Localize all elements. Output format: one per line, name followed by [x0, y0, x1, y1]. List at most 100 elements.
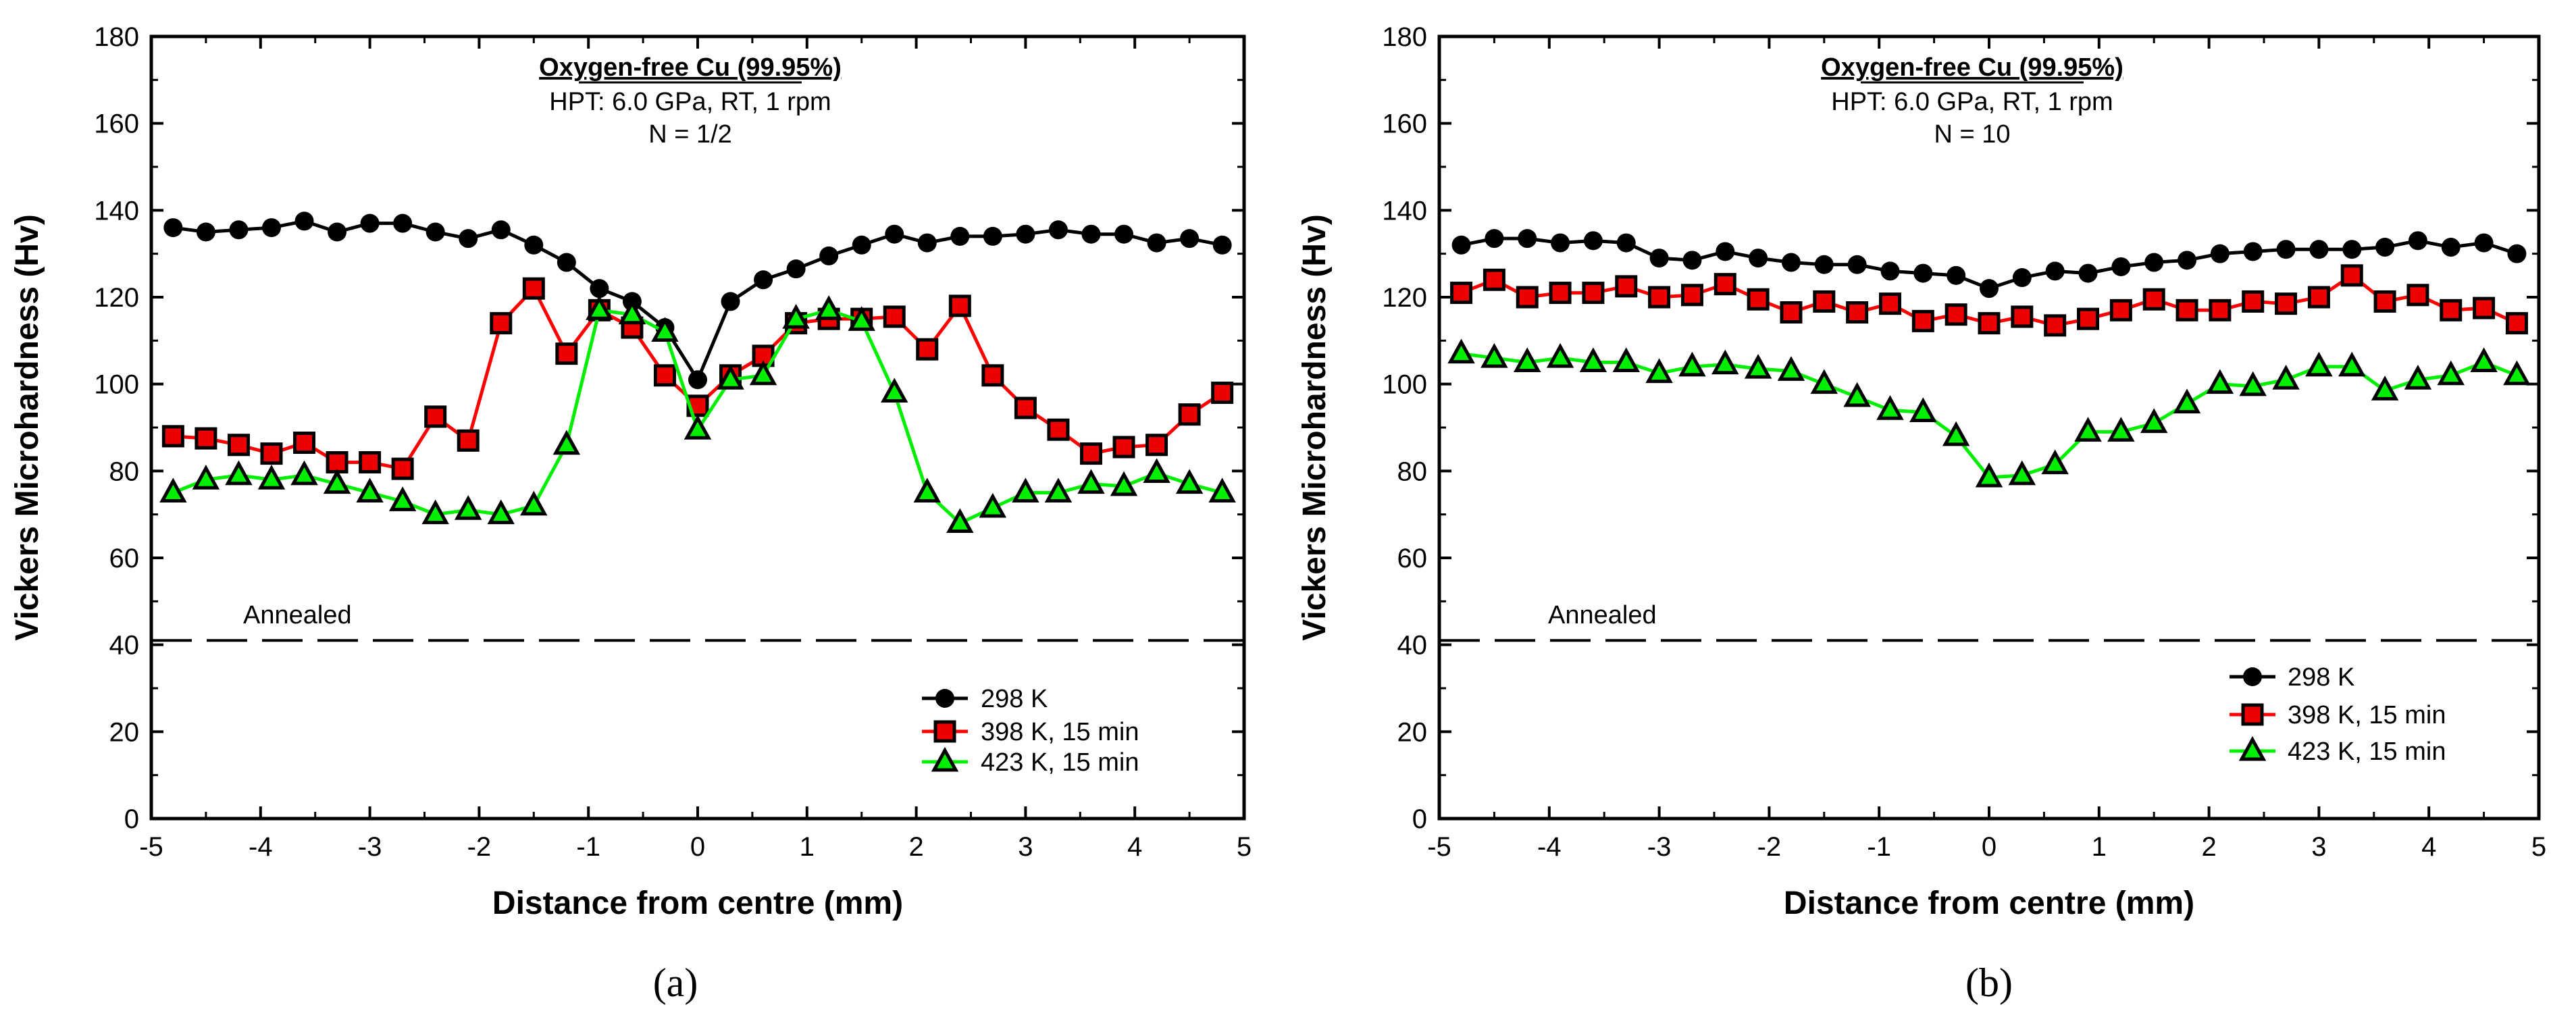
data-point: [782, 303, 810, 329]
data-point: [2406, 284, 2429, 307]
data-point: [684, 415, 712, 440]
data-point: [227, 434, 250, 457]
data-point: [261, 218, 281, 238]
data-point: [491, 220, 511, 240]
data-point: [1615, 275, 1638, 298]
data-point: [2242, 290, 2265, 313]
data-point: [1016, 224, 1035, 244]
data-point: [2473, 296, 2496, 319]
data-point: [1114, 224, 1134, 244]
y-tick-label: 80: [109, 457, 140, 486]
y-tick-label: 160: [1382, 109, 1427, 139]
x-tick-label: -1: [1867, 832, 1891, 862]
data-point: [2008, 460, 2036, 486]
data-point: [1211, 382, 1234, 405]
data-point: [388, 486, 417, 511]
legend-marker: [2243, 667, 2262, 686]
data-point: [1143, 458, 1170, 484]
data-point: [524, 235, 544, 255]
y-tick-label: 60: [1397, 544, 1428, 573]
data-point: [1480, 342, 1508, 368]
data-point: [163, 218, 183, 238]
data-point: [1749, 249, 1768, 268]
data-point: [2140, 408, 2168, 434]
panel-label: (a): [653, 960, 698, 1005]
data-point: [359, 450, 382, 473]
data-point: [421, 499, 449, 525]
data-point: [1518, 229, 1537, 249]
x-tick-label: 2: [908, 832, 923, 862]
data-point: [2408, 231, 2427, 251]
data-point: [1451, 235, 1471, 255]
data-point: [2041, 449, 2069, 475]
data-point: [1175, 469, 1204, 494]
data-point: [1880, 261, 1900, 281]
data-point: [916, 338, 939, 361]
data-point: [225, 460, 253, 486]
data-point: [1145, 434, 1168, 457]
data-point: [1549, 282, 1572, 305]
data-point: [2440, 299, 2463, 321]
data-point: [717, 365, 744, 390]
data-point: [1048, 220, 1068, 240]
data-point: [192, 465, 220, 490]
y-tick-label: 180: [94, 22, 139, 52]
x-tick-label: -3: [358, 832, 382, 862]
y-axis-title: Vickers Microhardness (Hv): [1297, 214, 1333, 640]
data-point: [1810, 369, 1838, 394]
data-point: [1612, 347, 1640, 372]
data-point: [290, 460, 318, 486]
data-point: [454, 495, 482, 520]
data-point: [1876, 395, 1904, 420]
y-tick-label: 80: [1397, 457, 1428, 486]
data-point: [983, 226, 1002, 246]
data-point: [917, 233, 937, 253]
data-point: [1551, 233, 1570, 253]
data-point: [2305, 351, 2333, 377]
x-tick-label: -1: [576, 832, 600, 862]
data-point: [1777, 356, 1805, 381]
legend-marker: [2241, 703, 2264, 726]
x-tick-label: -2: [467, 832, 492, 862]
data-point: [459, 229, 478, 249]
legend-label: 423 K, 15 min: [981, 748, 1139, 777]
x-tick-label: -3: [1647, 832, 1672, 862]
data-point: [786, 259, 806, 279]
data-point: [2375, 238, 2395, 257]
data-point: [328, 222, 347, 242]
chart-title: Oxygen-free Cu (99.95%): [539, 53, 842, 82]
data-point: [815, 295, 843, 320]
data-point: [195, 427, 217, 450]
series-423-k-15-min: [159, 295, 1236, 534]
data-point: [1846, 301, 1869, 324]
data-point: [2470, 347, 2498, 372]
data-point: [1847, 255, 1867, 274]
data-point: [1649, 249, 1669, 268]
data-point: [1711, 349, 1739, 375]
data-point: [2239, 371, 2267, 396]
data-point: [326, 450, 349, 473]
data-point: [557, 253, 576, 272]
data-point: [590, 279, 609, 299]
data-point: [2078, 263, 2098, 283]
data-point: [2144, 253, 2164, 272]
chart-subtitle: N = 10: [1934, 120, 2010, 149]
data-point: [196, 222, 215, 242]
data-point: [1747, 288, 1770, 311]
data-point: [586, 295, 613, 320]
y-tick-label: 60: [109, 544, 140, 573]
data-point: [2437, 360, 2465, 386]
data-point: [2142, 288, 2165, 311]
data-point: [2206, 369, 2234, 394]
data-point: [1447, 338, 1475, 364]
y-tick-label: 180: [1382, 22, 1427, 52]
data-point: [1112, 436, 1135, 459]
x-axis-title: Distance from centre (mm): [1784, 885, 2194, 921]
data-point: [913, 478, 942, 502]
data-point: [1079, 442, 1102, 465]
data-point: [2210, 244, 2230, 263]
data-point: [1843, 382, 1871, 407]
data-point: [618, 299, 646, 325]
legend-marker: [935, 689, 954, 708]
data-point: [2173, 388, 2201, 414]
